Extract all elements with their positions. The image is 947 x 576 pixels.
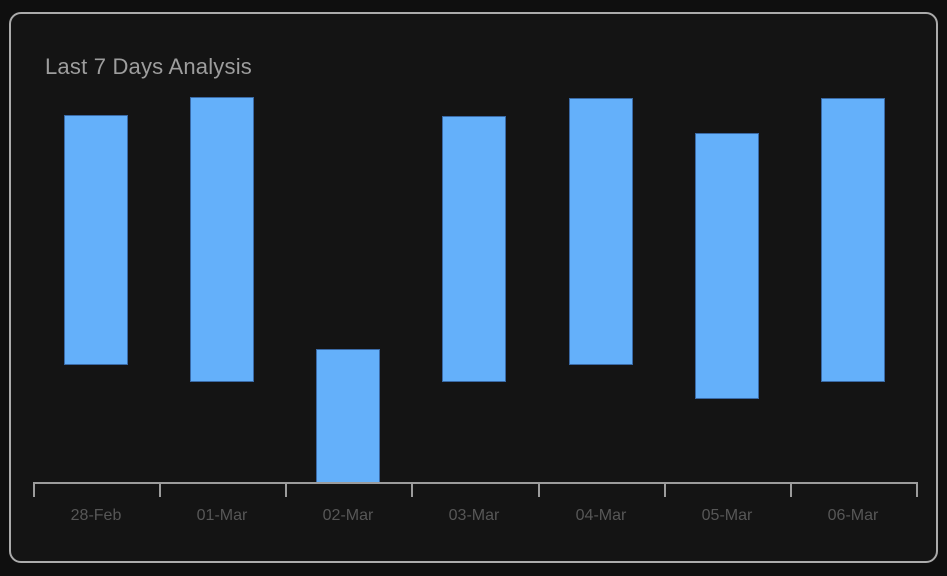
bar[interactable] [190, 97, 254, 382]
bar[interactable] [695, 133, 759, 399]
chart-title: Last 7 Days Analysis [45, 54, 252, 79]
bar[interactable] [821, 98, 885, 382]
bar[interactable] [64, 115, 128, 365]
bar[interactable] [569, 98, 633, 365]
bar[interactable] [316, 349, 380, 483]
bar[interactable] [442, 116, 506, 382]
